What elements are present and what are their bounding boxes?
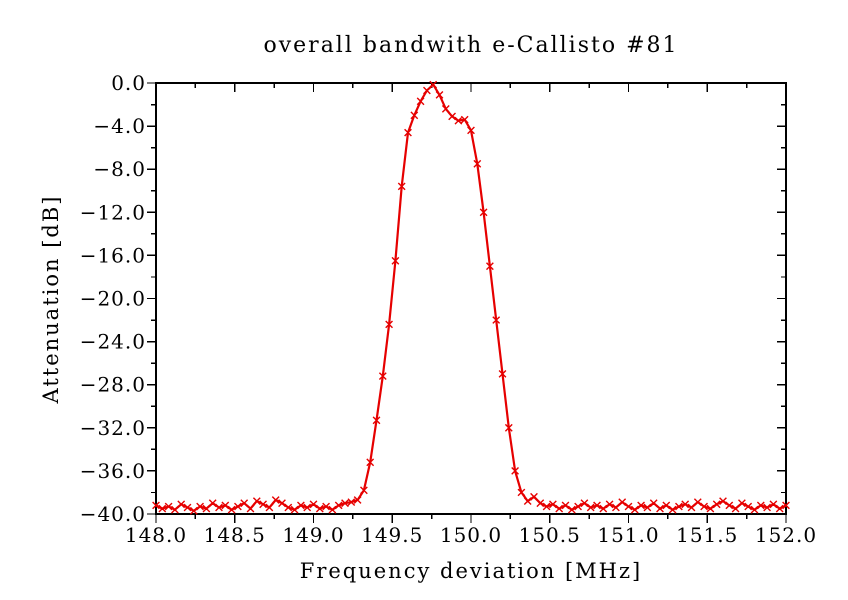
plot-frame — [155, 82, 787, 515]
y-tick-label: −4.0 — [93, 114, 146, 138]
x-axis-label: Frequency deviation [MHz] — [300, 559, 643, 583]
x-tick-label: 152.0 — [755, 523, 817, 547]
x-tick-label: 149.0 — [282, 523, 344, 547]
y-tick-label: −28.0 — [80, 373, 146, 397]
data-point-markers — [152, 80, 790, 515]
response-curve — [155, 83, 787, 512]
y-tick-label: −24.0 — [80, 330, 146, 354]
y-tick-label: −40.0 — [80, 502, 146, 526]
y-axis-label: Attenuation [dB] — [39, 195, 63, 405]
y-tick-label: −12.0 — [80, 200, 146, 224]
x-tick-label: 148.5 — [204, 523, 266, 547]
x-tick-label: 148.0 — [125, 523, 187, 547]
y-axis-ticks — [147, 82, 786, 515]
plot-border — [155, 82, 787, 515]
y-tick-label: −36.0 — [80, 459, 146, 483]
x-tick-label: 150.5 — [519, 523, 581, 547]
y-tick-label: 0.0 — [111, 71, 146, 95]
x-marker-path — [152, 80, 790, 515]
y-tick-label: −32.0 — [80, 416, 146, 440]
x-tick-label: 149.5 — [361, 523, 423, 547]
chart-title: overall bandwith e-Callisto #81 — [263, 33, 678, 58]
y-tick-label: −20.0 — [80, 287, 146, 311]
y-tick-label: −8.0 — [93, 157, 146, 181]
x-tick-label: 150.0 — [440, 523, 502, 547]
y-tick-labels: 0.0 −4.0 −8.0 −12.0 −16.0 −20.0 −24.0 −28.0 −32.… — [80, 71, 146, 526]
x-tick-label: 151.5 — [676, 523, 738, 547]
x-axis-ticks — [155, 83, 787, 523]
y-tick-label: −16.0 — [80, 243, 146, 267]
x-tick-label: 151.0 — [597, 523, 659, 547]
x-tick-labels: 148.0 148.5 149.0 149.5 150.0 150.5 151.0 151.5… — [125, 523, 817, 547]
response-line — [155, 83, 787, 512]
